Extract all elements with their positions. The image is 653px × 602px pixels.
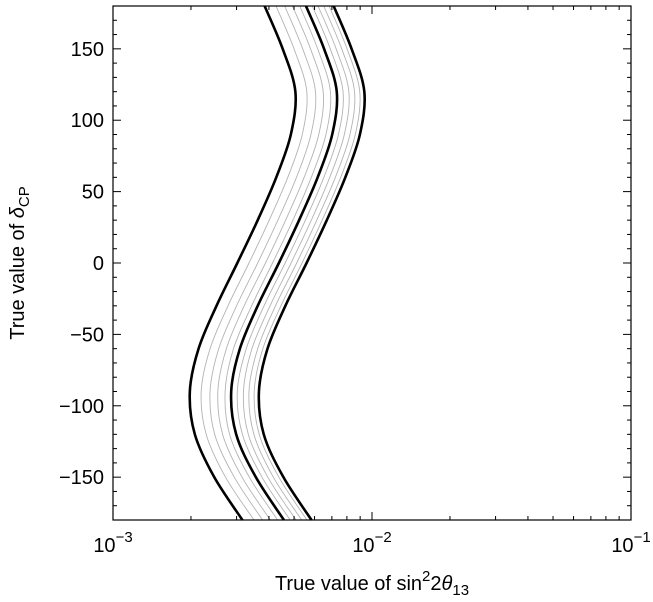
contour-line-7 xyxy=(242,5,350,521)
contour-line-4 xyxy=(224,5,332,521)
contour-line-1 xyxy=(200,5,308,521)
y-tick-label: 50 xyxy=(82,182,104,204)
contour-line-6 xyxy=(236,5,344,521)
contour-line-5-bold xyxy=(229,5,339,521)
y-tick-label: −100 xyxy=(59,396,104,418)
y-tick-label: −150 xyxy=(59,467,104,489)
y-axis-title: True value of δCP xyxy=(7,186,33,340)
contour-line-10-bold xyxy=(257,5,366,521)
tick-labels: 150 100 50 0 −50 −100 −150 10−3 10−2 10−1 xyxy=(59,39,651,557)
contour-line-8 xyxy=(248,5,356,521)
series-layer xyxy=(188,5,366,521)
y-tick-label: 0 xyxy=(93,253,104,275)
ticks-layer xyxy=(112,5,632,521)
plot-frame xyxy=(112,5,632,521)
contour-line-9 xyxy=(253,5,361,521)
contour-line-2 xyxy=(209,5,317,521)
x-tick-label: 10−1 xyxy=(611,529,650,557)
y-tick-label: 150 xyxy=(71,39,104,61)
y-tick-label: 100 xyxy=(71,110,104,132)
x-tick-label: 10−3 xyxy=(93,529,132,557)
x-tick-label: 10−2 xyxy=(352,529,391,557)
contour-line-0-bold xyxy=(188,5,297,521)
contour-line-3 xyxy=(217,5,324,521)
x-axis-title: True value of sin22θ13 xyxy=(275,568,469,599)
y-tick-label: −50 xyxy=(70,324,104,346)
